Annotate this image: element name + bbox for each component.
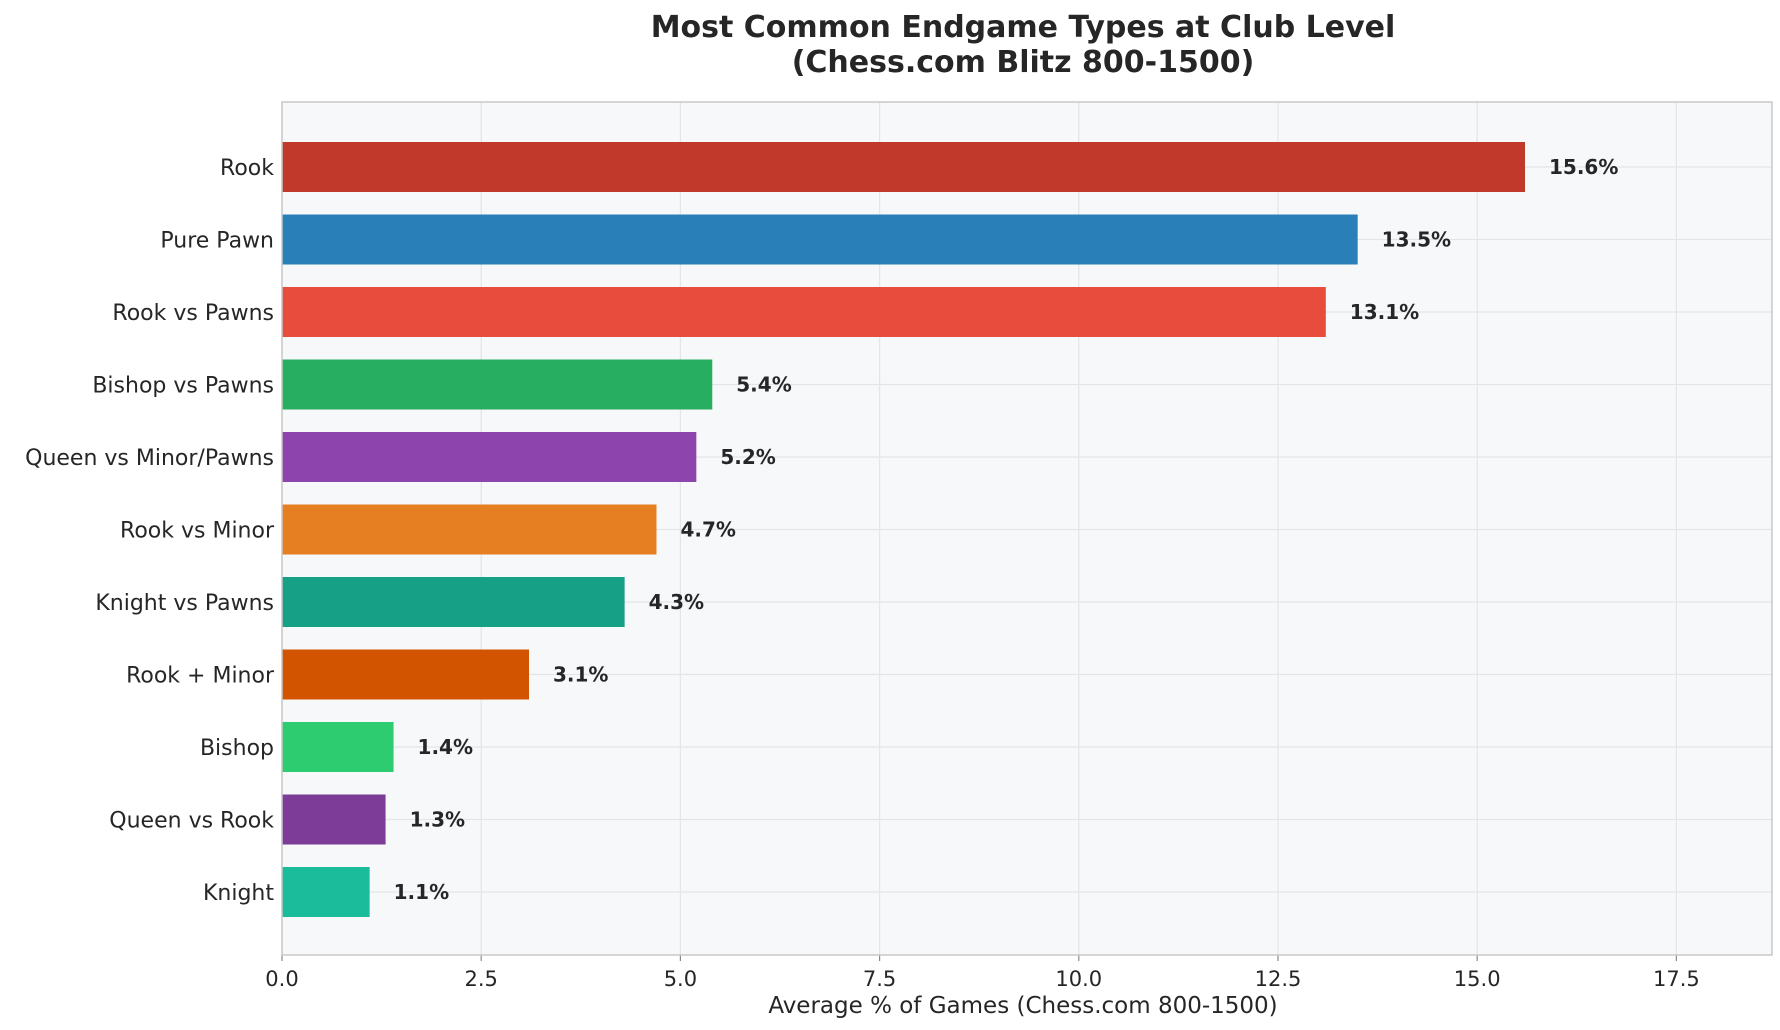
bar (282, 794, 386, 845)
category-label: Knight vs Pawns (95, 591, 274, 616)
value-label: 3.1% (553, 663, 608, 687)
label-layer: 0.0 2.5 5.0 7.5 10.0 12.5 15.0 17.5 Rook 15.6% Pur… (25, 155, 1700, 991)
x-tick-label: 0.0 (265, 967, 298, 991)
value-label: 15.6% (1549, 155, 1618, 179)
bar (282, 432, 697, 482)
bar (282, 577, 625, 627)
category-label: Rook (220, 156, 274, 181)
category-label: Knight (203, 881, 274, 906)
chart-subtitle: (Chess.com Blitz 800-1500) (792, 45, 1255, 80)
value-label: 13.5% (1382, 228, 1451, 252)
x-tick-label: 15.0 (1454, 967, 1501, 991)
value-label: 5.2% (720, 445, 775, 469)
bar (282, 287, 1326, 337)
value-label: 5.4% (736, 373, 791, 397)
x-tick-label: 5.0 (664, 967, 697, 991)
plot-frame (281, 101, 1773, 956)
value-label: 1.1% (394, 880, 449, 904)
category-label: Pure Pawn (160, 229, 274, 254)
bar (282, 142, 1525, 192)
category-label: Bishop vs Pawns (92, 374, 274, 399)
value-label: 1.4% (418, 735, 473, 759)
chart-title: Most Common Endgame Types at Club Level (651, 10, 1396, 45)
value-label: 13.1% (1350, 300, 1419, 324)
bar-layer (282, 142, 1525, 917)
x-tick-label: 10.0 (1055, 967, 1102, 991)
category-label: Rook vs Minor (120, 519, 275, 544)
value-label: 1.3% (410, 808, 465, 832)
x-tick-label: 17.5 (1653, 967, 1700, 991)
bar (282, 359, 713, 410)
bar (282, 867, 370, 917)
bar (282, 722, 394, 772)
category-label: Queen vs Rook (109, 809, 274, 834)
x-tick-label: 12.5 (1255, 967, 1302, 991)
x-axis-label: Average % of Games (Chess.com 800-1500) (768, 993, 1277, 1019)
category-label: Queen vs Minor/Pawns (25, 446, 274, 471)
bar (282, 214, 1358, 265)
category-label: Rook + Minor (126, 664, 275, 689)
category-label: Bishop (200, 736, 274, 761)
x-tick-label: 7.5 (863, 967, 896, 991)
value-label: 4.7% (680, 518, 735, 542)
bar (282, 649, 530, 700)
category-label: Rook vs Pawns (112, 301, 274, 326)
value-label: 4.3% (649, 590, 704, 614)
x-tick-label: 2.5 (464, 967, 497, 991)
bar (282, 504, 657, 555)
